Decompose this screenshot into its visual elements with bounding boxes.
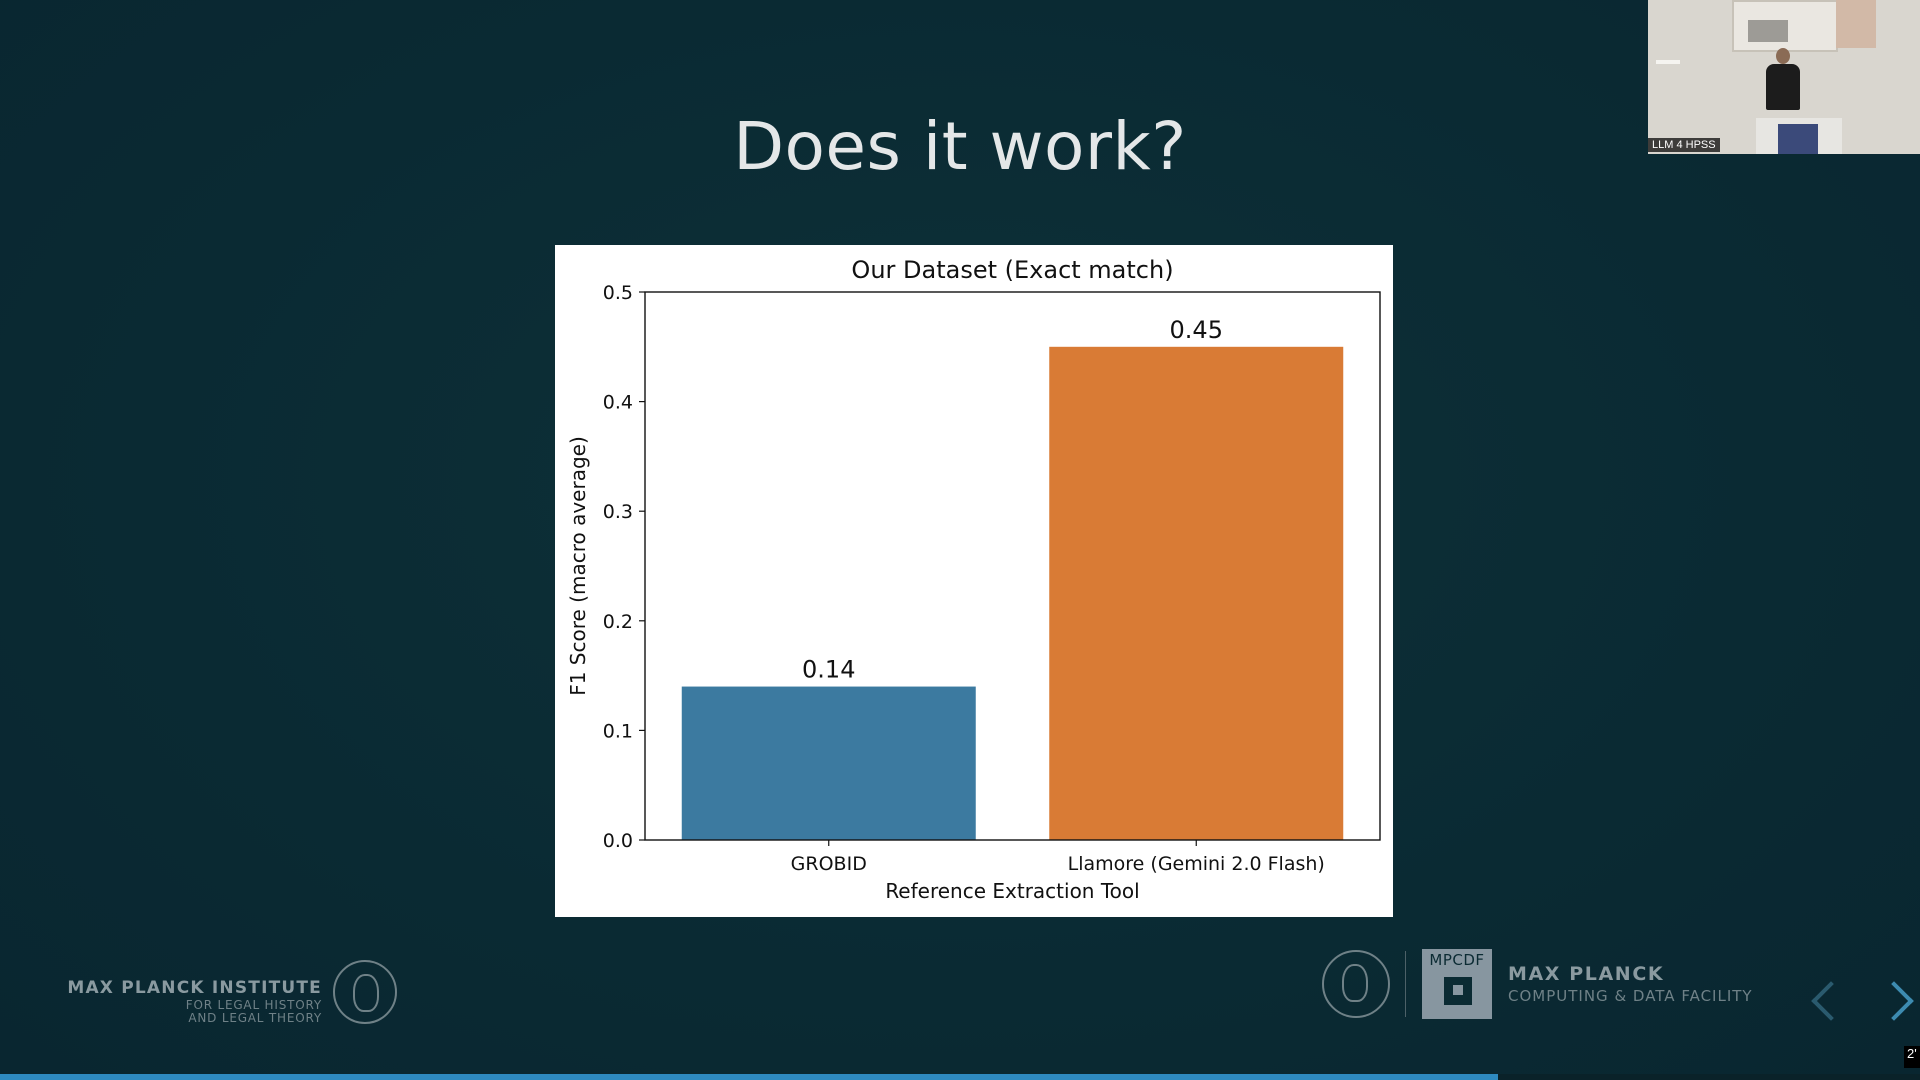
bar-chart-svg: Our Dataset (Exact match) 0.14 GROBID 0.45 L… <box>566 256 1381 903</box>
bar-chart: Our Dataset (Exact match) 0.14 GROBID 0.45 L… <box>555 245 1393 917</box>
speaker-camera-view: LLM 4 HPSS <box>1648 0 1920 154</box>
slide-progress-fill <box>0 1074 1498 1080</box>
x-axis-label: Reference Extraction Tool <box>885 879 1139 903</box>
camera-podium <box>1756 118 1842 154</box>
mpcdf-box-label: MPCDF <box>1429 951 1485 969</box>
mpi-legal-history-logo: MAX PLANCK INSTITUTE FOR LEGAL HISTORY A… <box>67 958 400 1028</box>
mpi-logo-line2: FOR LEGAL HISTORY <box>185 998 322 1012</box>
corner-badge: 2' <box>1904 1046 1920 1068</box>
mpcdf-square-icon <box>1444 977 1472 1005</box>
mpcdf-logo: MPCDF MAX PLANCK COMPUTING & DATA FACILI… <box>1320 945 1760 1025</box>
chart-title: Our Dataset (Exact match) <box>851 256 1173 284</box>
bar-llamore-gemini-2-0-flash <box>1049 346 1344 840</box>
camera-poster <box>1836 0 1876 48</box>
speaker-body <box>1766 64 1800 110</box>
y-tick-label: 0.1 <box>603 720 633 742</box>
speaker-head <box>1776 48 1790 64</box>
podium-screen <box>1778 124 1818 154</box>
chevron-right-icon[interactable] <box>1874 981 1914 1021</box>
plot-frame <box>644 291 1381 841</box>
y-tick-label: 0.3 <box>603 501 633 523</box>
camera-board-panel <box>1748 20 1788 42</box>
mpcdf-name: MAX PLANCK <box>1508 963 1665 985</box>
y-tick-label: 0.4 <box>603 392 633 414</box>
camera-wall-fixture <box>1656 60 1680 64</box>
slide-progress-bar[interactable] <box>0 1074 1920 1080</box>
y-axis-label: F1 Score (macro average) <box>566 436 590 696</box>
x-tick-label: GROBID <box>791 853 867 875</box>
bar-grobid <box>681 686 976 840</box>
camera-whiteboard <box>1732 0 1838 52</box>
bar-value-label: 0.14 <box>802 656 855 684</box>
y-tick-label: 0.2 <box>603 611 633 633</box>
slide-title: Does it work? <box>733 108 1187 185</box>
mpi-logo-line1: MAX PLANCK INSTITUTE <box>67 978 322 998</box>
logo-divider <box>1405 951 1406 1017</box>
chevron-left-icon[interactable] <box>1811 981 1851 1021</box>
y-tick-label: 0.0 <box>603 830 633 852</box>
bar-value-label: 0.45 <box>1170 316 1223 344</box>
mpi-logo-line3: AND LEGAL THEORY <box>188 1011 322 1025</box>
minerva-seal-icon <box>333 960 397 1024</box>
x-tick-label: Llamore (Gemini 2.0 Flash) <box>1068 853 1325 875</box>
minerva-seal-icon <box>1322 950 1390 1018</box>
mpcdf-box-icon: MPCDF <box>1422 949 1492 1019</box>
y-tick-label: 0.5 <box>603 282 633 304</box>
camera-speaker <box>1764 48 1804 118</box>
camera-label: LLM 4 HPSS <box>1648 138 1720 152</box>
mpcdf-subtitle: COMPUTING & DATA FACILITY <box>1508 987 1753 1005</box>
